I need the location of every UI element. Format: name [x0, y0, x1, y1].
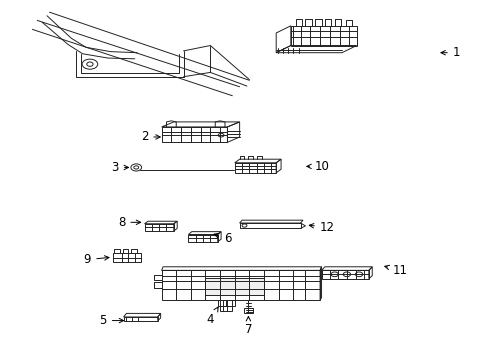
Text: 6: 6 — [214, 231, 231, 244]
Text: 5: 5 — [99, 314, 123, 327]
Text: 1: 1 — [440, 46, 459, 59]
Text: 11: 11 — [384, 264, 407, 277]
Text: 12: 12 — [309, 221, 334, 234]
Text: 4: 4 — [206, 307, 218, 327]
Bar — [243, 308, 253, 313]
Bar — [113, 253, 141, 262]
Text: 8: 8 — [118, 216, 141, 229]
Bar — [220, 300, 231, 311]
Text: 9: 9 — [83, 253, 109, 266]
Text: 10: 10 — [306, 160, 329, 173]
Bar — [205, 278, 264, 296]
Text: 2: 2 — [141, 130, 160, 144]
Text: 3: 3 — [111, 161, 128, 174]
Text: 7: 7 — [244, 316, 252, 336]
